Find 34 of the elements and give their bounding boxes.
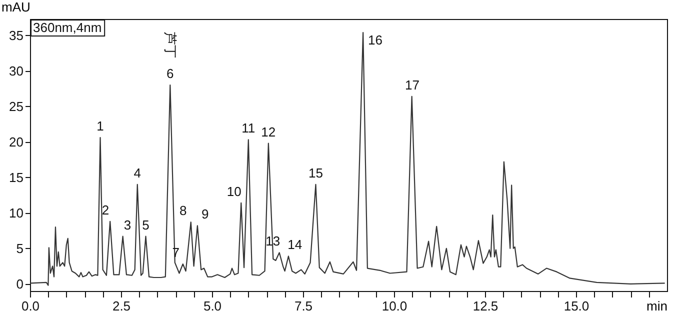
annotation: 360nm,4nm <box>33 20 102 35</box>
annotation: 1 <box>96 118 104 134</box>
annotation: 4 <box>134 165 141 180</box>
y-tick-label: 35 <box>9 28 24 43</box>
annotation: 5 <box>142 217 150 232</box>
annotation: 6 <box>166 66 174 82</box>
annotation: 3 <box>124 217 132 232</box>
x-tick-label: 10.0 <box>382 298 408 314</box>
annotation: 10 <box>226 184 242 199</box>
y-tick-label: 5 <box>16 240 24 256</box>
annotation: 17 <box>404 77 420 92</box>
x-tick-label: 12.5 <box>472 298 498 314</box>
x-axis-title: min <box>646 298 668 314</box>
y-tick-label: 25 <box>9 98 24 114</box>
y-tick-label: 10 <box>9 205 24 220</box>
y-tick-label: 30 <box>9 63 24 78</box>
x-tick-label: 5.0 <box>203 298 222 314</box>
x-tick-label: 15.0 <box>564 298 590 314</box>
x-tick-label: 7.5 <box>294 298 313 314</box>
annotation: 14 <box>288 237 302 252</box>
x-tick-label: 2.5 <box>112 298 131 314</box>
annotation: 8 <box>180 203 187 218</box>
annotation: 15 <box>308 165 323 180</box>
annotation: 2 <box>102 202 110 218</box>
annotation: 12 <box>261 124 276 140</box>
annotation: 芦丁 <box>163 32 178 58</box>
x-tick-label: 0.0 <box>21 298 40 314</box>
annotation: 9 <box>202 206 209 222</box>
y-tick-label: 15 <box>9 170 24 185</box>
annotation: 11 <box>242 120 256 136</box>
y-tick-label: 20 <box>9 134 24 150</box>
y-axis-title: mAU <box>2 0 30 14</box>
y-tick-label: 0 <box>16 276 24 292</box>
annotation: 16 <box>368 32 383 48</box>
